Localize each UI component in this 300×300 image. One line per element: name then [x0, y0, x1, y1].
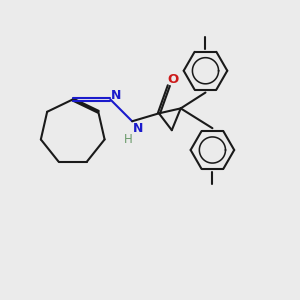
Text: H: H [124, 133, 133, 146]
Text: N: N [132, 122, 143, 135]
Text: O: O [167, 73, 178, 86]
Text: N: N [111, 89, 121, 102]
